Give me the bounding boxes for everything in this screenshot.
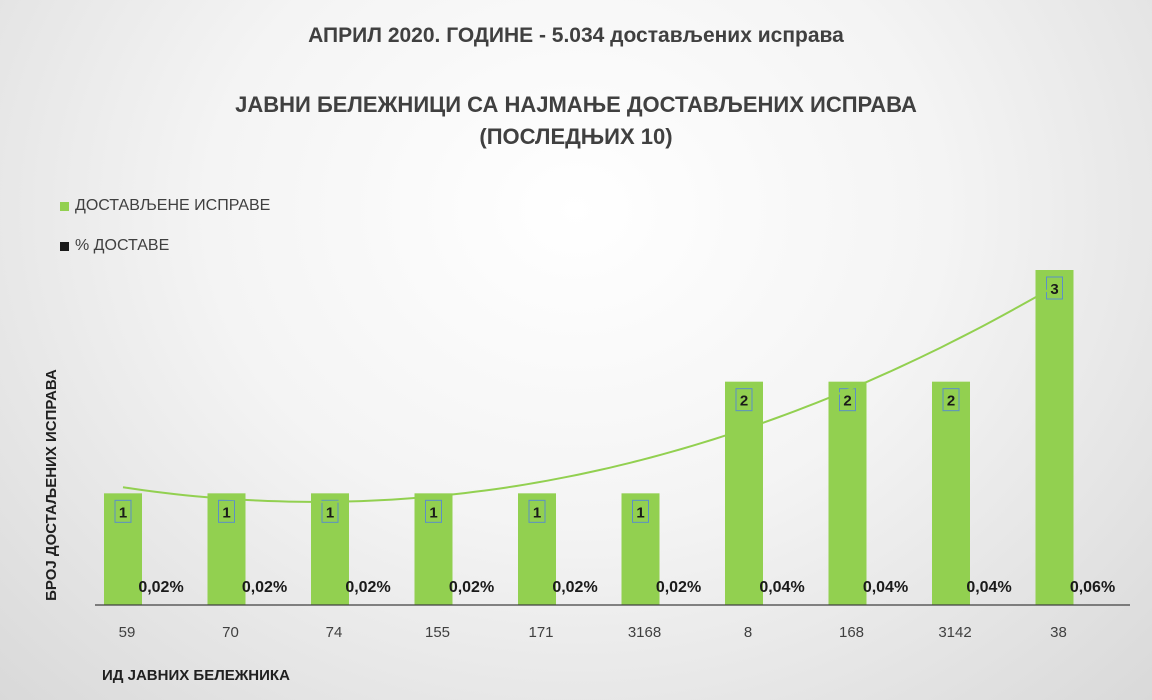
bar-label-box — [735, 388, 753, 412]
bar-label-box — [114, 499, 132, 523]
bar-value-label: 3 — [1050, 281, 1058, 298]
bar-value-label: 1 — [326, 504, 334, 521]
percent-value-label: 0,02% — [552, 579, 597, 596]
x-tick-label: 38 — [1050, 624, 1067, 641]
chart-subtitle: (ПОСЛЕДЊИХ 10) — [479, 124, 673, 149]
chart-main-title: АПРИЛ 2020. ГОДИНЕ - 5.034 достављених и… — [308, 24, 844, 47]
percent-value-label: 0,04% — [966, 579, 1011, 596]
bar-value-label: 2 — [843, 393, 851, 410]
percent-value-label: 0,04% — [759, 579, 804, 596]
x-axis-label: ИД ЈАВНИХ БЕЛЕЖНИКА — [102, 667, 290, 684]
bar-value-label: 1 — [636, 504, 644, 521]
percent-value-label: 0,02% — [138, 579, 183, 596]
percent-value-label: 0,02% — [656, 579, 701, 596]
x-tick-label: 70 — [222, 624, 239, 641]
legend-swatch-green — [60, 201, 69, 211]
percent-value-label: 0,06% — [1070, 579, 1115, 596]
legend-item-documents: ДОСТАВЉЕНЕ ИСПРАВЕ — [60, 197, 270, 215]
x-tick-label: 74 — [326, 624, 343, 641]
x-tick-label: 8 — [744, 624, 752, 641]
percent-value-label: 0,02% — [242, 579, 287, 596]
percent-value-label: 0,04% — [863, 579, 908, 596]
legend-label-percentage: % ДОСТАВЕ — [75, 237, 170, 254]
bar-value-label: 1 — [119, 504, 127, 521]
bar-value-label: 1 — [429, 504, 437, 521]
bar-label-box — [425, 499, 442, 523]
percent-value-label: 0,02% — [345, 579, 390, 596]
bar-documents — [828, 381, 867, 605]
x-tick-label: 155 — [425, 624, 450, 641]
percent-value-label: 0,02% — [449, 579, 494, 596]
bar-label-box — [942, 388, 960, 412]
bar-value-label: 1 — [533, 504, 541, 521]
legend-label-documents: ДОСТАВЉЕНЕ ИСПРАВЕ — [75, 197, 271, 214]
x-tick-label: 3168 — [628, 624, 661, 641]
chart-title: ЈАВНИ БЕЛЕЖНИЦИ СА НАЈМАЊЕ ДОСТАВЉЕНИХ И… — [235, 92, 917, 117]
bar-documents — [1035, 270, 1074, 605]
x-tick-label: 3142 — [938, 624, 971, 641]
x-tick-label: 171 — [528, 624, 553, 641]
bar-label-box — [218, 499, 235, 523]
legend-item-percentage: % ДОСТАВЕ — [60, 237, 169, 255]
x-tick-label: 168 — [839, 624, 864, 641]
bar-documents — [725, 381, 763, 605]
bar-documents — [932, 381, 970, 605]
bar-label-box — [1046, 276, 1063, 300]
bar-label-box — [321, 499, 339, 523]
bar-value-label: 2 — [740, 393, 748, 410]
trendline — [122, 285, 1056, 503]
bar-label-box — [632, 499, 649, 523]
bar-value-label: 1 — [222, 504, 230, 521]
x-tick-label: 59 — [119, 624, 136, 641]
bar-value-label: 2 — [947, 393, 955, 410]
legend-swatch-black — [60, 241, 69, 251]
bar-label-box — [528, 499, 546, 523]
bar-label-box — [839, 388, 856, 412]
